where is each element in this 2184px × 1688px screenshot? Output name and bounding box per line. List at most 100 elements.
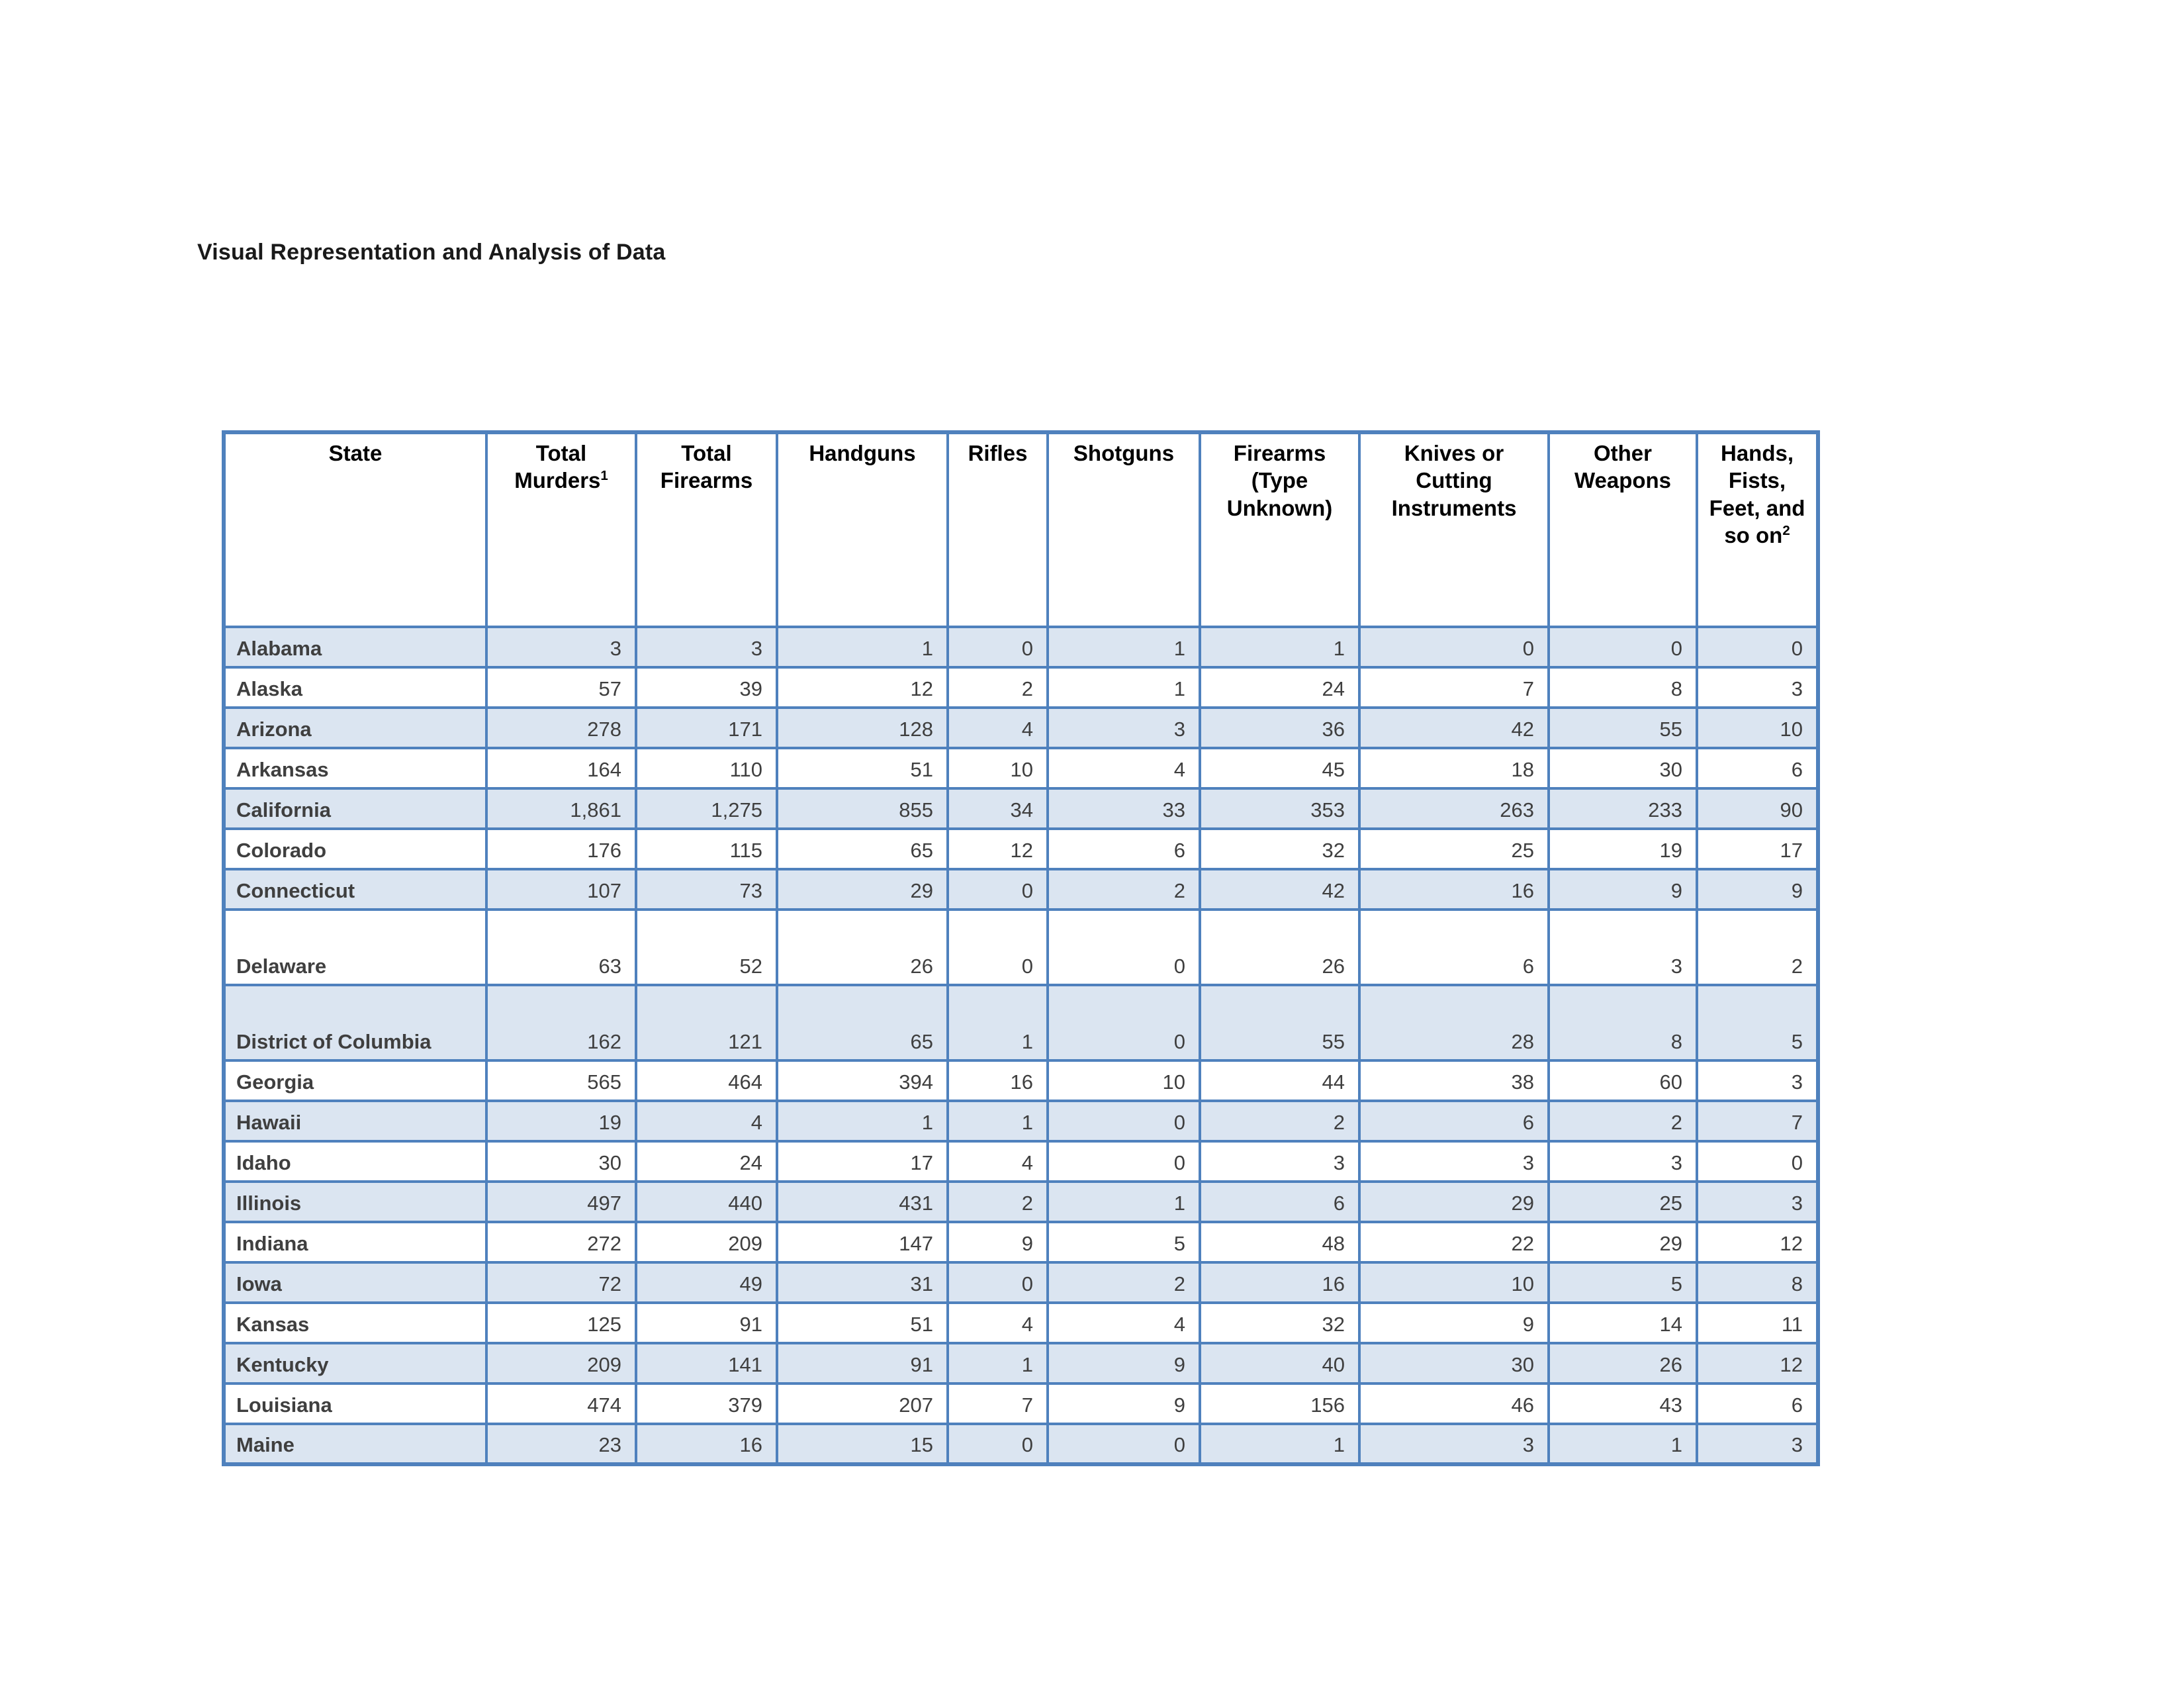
value-cell: 24	[635, 1140, 778, 1183]
value-cell: 141	[635, 1342, 778, 1385]
value-cell: 55	[1199, 984, 1361, 1062]
value-cell: 263	[1358, 787, 1550, 830]
value-cell: 45	[1199, 747, 1361, 790]
value-cell: 2	[1046, 1261, 1201, 1304]
column-header-label: State	[328, 441, 383, 465]
table-row: Maine 23 16 15 0 0 1 3 1 3	[222, 1423, 1819, 1466]
value-cell: 164	[485, 747, 637, 790]
value-cell: 32	[1199, 827, 1361, 870]
column-header: State	[222, 431, 488, 628]
state-cell: Arkansas	[222, 747, 488, 790]
value-cell: 7	[946, 1382, 1049, 1425]
value-cell: 4	[946, 1301, 1049, 1344]
value-cell: 3	[1547, 1140, 1698, 1183]
value-cell: 22	[1358, 1221, 1550, 1264]
value-cell: 7	[1358, 666, 1550, 709]
value-cell: 16	[1199, 1261, 1361, 1304]
value-cell: 38	[1358, 1059, 1550, 1102]
value-cell: 0	[1547, 626, 1698, 669]
value-cell: 209	[485, 1342, 637, 1385]
value-cell: 0	[1046, 1423, 1201, 1466]
page-title: Visual Representation and Analysis of Da…	[197, 240, 666, 265]
value-cell: 1	[1046, 626, 1201, 669]
state-cell: Alabama	[222, 626, 488, 669]
table-row: Arizona 278 171 128 4 3 36 42 55 10	[222, 706, 1819, 749]
state-cell: California	[222, 787, 488, 830]
value-cell: 2	[1696, 908, 1819, 986]
value-cell: 8	[1547, 984, 1698, 1062]
value-cell: 431	[776, 1180, 949, 1223]
value-cell: 0	[1046, 984, 1201, 1062]
table-row: Indiana 272 209 147 9 5 48 22 29 12	[222, 1221, 1819, 1264]
state-cell: Idaho	[222, 1140, 488, 1183]
value-cell: 1	[946, 1342, 1049, 1385]
value-cell: 147	[776, 1221, 949, 1264]
value-cell: 3	[485, 626, 637, 669]
column-header-label: Hands, Fists, Feet, and so on	[1709, 441, 1805, 547]
value-cell: 0	[946, 1261, 1049, 1304]
value-cell: 46	[1358, 1382, 1550, 1425]
value-cell: 17	[776, 1140, 949, 1183]
table-header: State Total Murders1 Total Firearms Handgun…	[222, 431, 1819, 628]
value-cell: 90	[1696, 787, 1819, 830]
value-cell: 9	[946, 1221, 1049, 1264]
value-cell: 0	[1046, 1100, 1201, 1143]
state-cell: Colorado	[222, 827, 488, 870]
table-row: Arkansas 164 110 51 10 4 45 18 30 6	[222, 747, 1819, 790]
value-cell: 565	[485, 1059, 637, 1102]
value-cell: 353	[1199, 787, 1361, 830]
value-cell: 1	[946, 984, 1049, 1062]
value-cell: 33	[1046, 787, 1201, 830]
value-cell: 30	[1358, 1342, 1550, 1385]
column-header: Total Firearms	[635, 431, 778, 628]
table-row: Alaska 57 39 12 2 1 24 7 8 3	[222, 666, 1819, 709]
state-cell: Hawaii	[222, 1100, 488, 1143]
value-cell: 4	[946, 1140, 1049, 1183]
value-cell: 26	[776, 908, 949, 986]
value-cell: 9	[1547, 868, 1698, 911]
value-cell: 5	[1547, 1261, 1698, 1304]
value-cell: 115	[635, 827, 778, 870]
value-cell: 0	[1696, 626, 1819, 669]
value-cell: 8	[1547, 666, 1698, 709]
value-cell: 40	[1199, 1342, 1361, 1385]
table-row: Iowa 72 49 31 0 2 16 10 5 8	[222, 1261, 1819, 1304]
value-cell: 28	[1358, 984, 1550, 1062]
value-cell: 12	[776, 666, 949, 709]
value-cell: 1,861	[485, 787, 637, 830]
table-row: Louisiana 474 379 207 7 9 156 46 43 6	[222, 1382, 1819, 1425]
value-cell: 1,275	[635, 787, 778, 830]
value-cell: 0	[1696, 1140, 1819, 1183]
value-cell: 51	[776, 747, 949, 790]
value-cell: 3	[1696, 1180, 1819, 1223]
value-cell: 394	[776, 1059, 949, 1102]
value-cell: 121	[635, 984, 778, 1062]
table-row: Georgia 565 464 394 16 10 44 38 60 3	[222, 1059, 1819, 1102]
value-cell: 3	[1358, 1423, 1550, 1466]
value-cell: 12	[946, 827, 1049, 870]
value-cell: 0	[946, 868, 1049, 911]
value-cell: 0	[946, 626, 1049, 669]
value-cell: 26	[1199, 908, 1361, 986]
column-header-label: Shotguns	[1073, 441, 1175, 465]
value-cell: 72	[485, 1261, 637, 1304]
footnote-marker: 1	[600, 468, 608, 484]
state-cell: Georgia	[222, 1059, 488, 1102]
state-cell: Indiana	[222, 1221, 488, 1264]
table-row: Colorado 176 115 65 12 6 32 25 19 17	[222, 827, 1819, 870]
value-cell: 1	[1547, 1423, 1698, 1466]
footnote-marker: 2	[1782, 522, 1790, 538]
state-cell: Maine	[222, 1423, 488, 1466]
value-cell: 171	[635, 706, 778, 749]
value-cell: 2	[1046, 868, 1201, 911]
value-cell: 2	[1199, 1100, 1361, 1143]
value-cell: 4	[635, 1100, 778, 1143]
table-row: Illinois 497 440 431 2 1 6 29 25 3	[222, 1180, 1819, 1223]
value-cell: 162	[485, 984, 637, 1062]
value-cell: 278	[485, 706, 637, 749]
column-header-label: Handguns	[809, 441, 916, 465]
value-cell: 10	[1046, 1059, 1201, 1102]
value-cell: 16	[1358, 868, 1550, 911]
value-cell: 25	[1358, 827, 1550, 870]
